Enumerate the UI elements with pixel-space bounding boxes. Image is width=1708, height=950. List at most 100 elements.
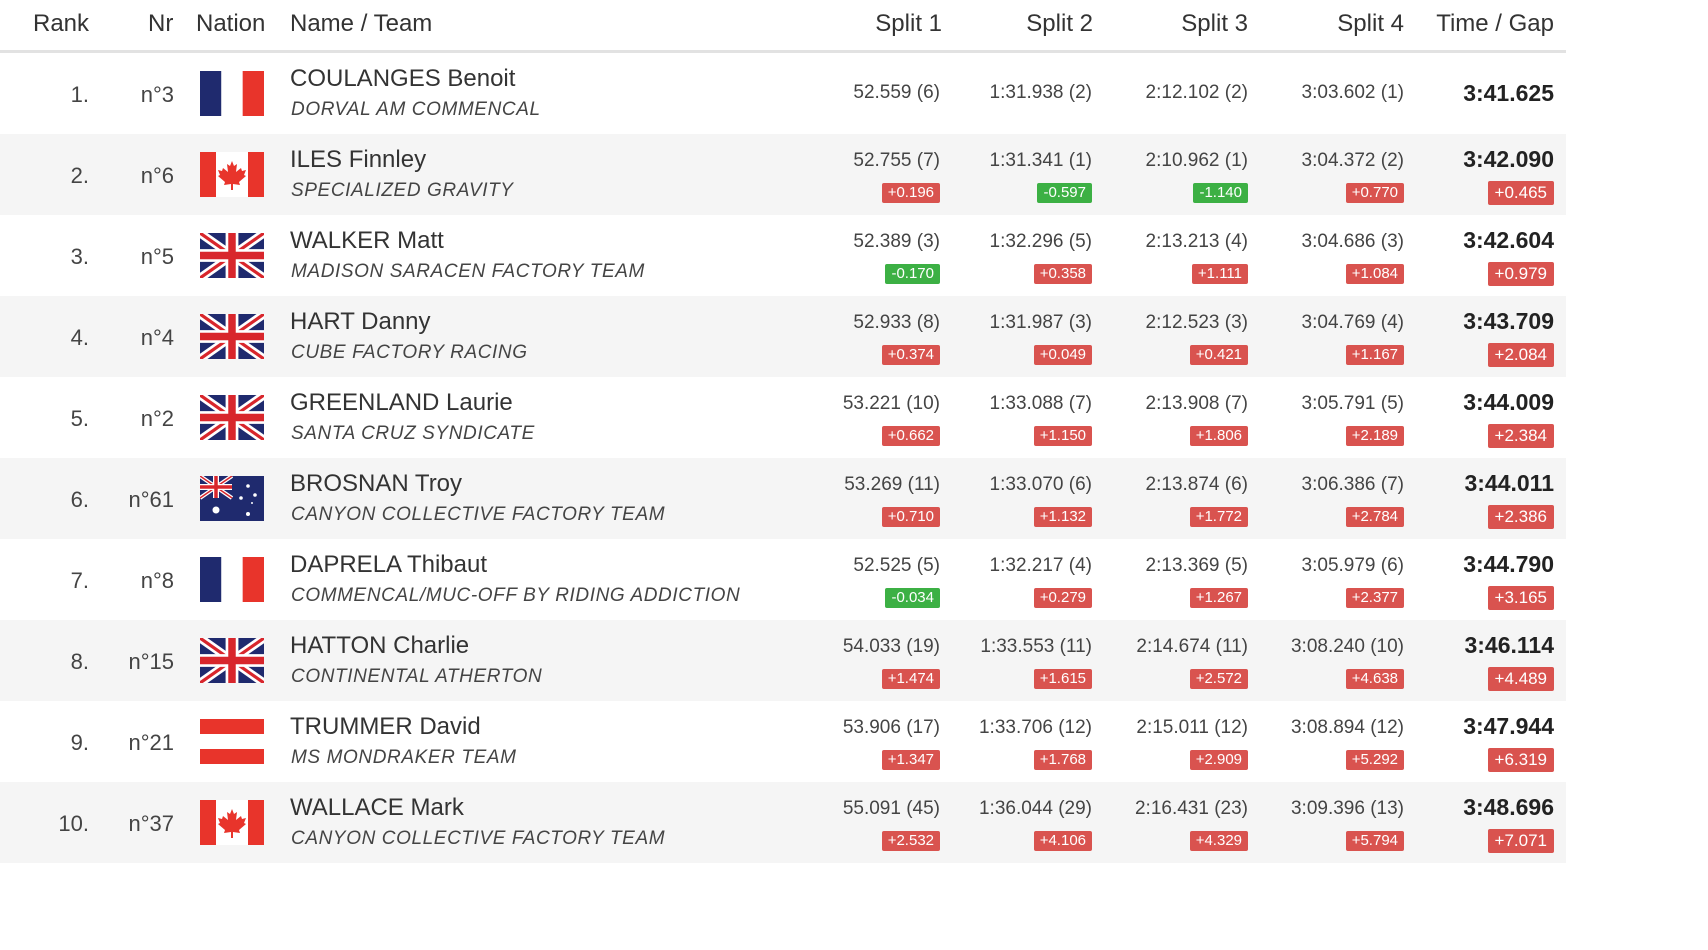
header-rank[interactable]: Rank — [33, 10, 90, 37]
split-1-time: 54.033 (19) — [842, 636, 940, 657]
bib-number: n°3 — [140, 82, 174, 107]
split-4-time: 3:08.894 (12) — [1290, 717, 1404, 738]
table-body: 1. n°3 COULANGES Benoit DORVAL AM COMMEN… — [0, 53, 1566, 863]
split-3-time: 2:16.431 (23) — [1134, 798, 1248, 819]
split-1-gap-badge: +1.474 — [881, 669, 940, 689]
team-name: DORVAL AM COMMENCAL — [291, 99, 541, 120]
total-time: 3:42.090 — [1463, 146, 1554, 172]
split-4-gap-badge: +2.377 — [1345, 588, 1404, 608]
team-name: COMMENCAL/MUC-OFF BY RIDING ADDICTION — [291, 585, 741, 606]
table-row[interactable]: 2. n°6 ILES Finnley SPECIALIZED GRAVITY … — [0, 134, 1566, 215]
split-4-gap-badge: +0.770 — [1345, 183, 1404, 203]
split-4-time: 3:04.372 (2) — [1301, 150, 1404, 171]
rider-name[interactable]: DAPRELA Thibaut — [290, 551, 488, 578]
rider-name[interactable]: GREENLAND Laurie — [290, 389, 513, 416]
table-row[interactable]: 6. n°61 BROSNAN Troy CANYON COLLECTIVE F… — [0, 458, 1566, 539]
total-gap-badge: +2.384 — [1487, 424, 1554, 448]
split-1-time: 52.389 (3) — [853, 231, 940, 252]
split-2-time: 1:31.341 (1) — [989, 150, 1092, 171]
rider-name[interactable]: BROSNAN Troy — [290, 470, 463, 497]
split-3-gap-badge: +1.772 — [1189, 507, 1248, 527]
split-2-time: 1:33.706 (12) — [978, 717, 1092, 738]
split-4-gap-badge: +2.189 — [1345, 426, 1404, 446]
split-4-gap-badge: +4.638 — [1345, 669, 1404, 689]
total-time: 3:46.114 — [1464, 632, 1554, 658]
table-row[interactable]: 3. n°5 WALKER Matt MADISON SARACEN FACTO… — [0, 215, 1566, 296]
total-gap-badge: +2.084 — [1487, 343, 1554, 367]
rider-name[interactable]: TRUMMER David — [290, 713, 481, 740]
split-1-gap-badge: +2.532 — [881, 831, 940, 851]
split-1-gap-badge: +0.196 — [881, 183, 940, 203]
split-3-gap-badge: +0.421 — [1189, 345, 1248, 365]
split-1-time: 53.906 (17) — [842, 717, 940, 738]
total-time: 3:41.625 — [1463, 80, 1554, 106]
header-split-1[interactable]: Split 1 — [875, 10, 942, 37]
rider-name[interactable]: ILES Finnley — [290, 146, 427, 173]
split-4-time: 3:05.979 (6) — [1301, 555, 1404, 576]
total-time: 3:43.709 — [1463, 308, 1554, 334]
split-2-time: 1:33.553 (11) — [980, 636, 1092, 657]
split-1-time: 55.091 (45) — [842, 798, 940, 819]
header-nation[interactable]: Nation — [196, 10, 266, 37]
table-row[interactable]: 8. n°15 HATTON Charlie CONTINENTAL ATHER… — [0, 620, 1566, 701]
rider-name[interactable]: HATTON Charlie — [290, 632, 470, 659]
table-row[interactable]: 1. n°3 COULANGES Benoit DORVAL AM COMMEN… — [0, 53, 1566, 134]
total-gap-badge: +0.465 — [1487, 181, 1554, 205]
split-4-time: 3:05.791 (5) — [1301, 393, 1404, 414]
split-4-time: 3:04.769 (4) — [1301, 312, 1404, 333]
split-4-gap-badge: +1.167 — [1345, 345, 1404, 365]
results-table: Rank Nr Nation Name / Team Split 1 Split… — [0, 10, 1566, 863]
split-3-gap-badge: +1.111 — [1191, 264, 1248, 284]
split-4-gap-badge: +5.292 — [1345, 750, 1404, 770]
bib-number: n°61 — [128, 487, 174, 512]
bib-number: n°21 — [128, 730, 174, 755]
bib-number: n°37 — [128, 811, 174, 836]
total-time: 3:44.009 — [1463, 389, 1554, 415]
total-gap-badge: +7.071 — [1487, 829, 1554, 853]
split-4-time: 3:03.602 (1) — [1301, 82, 1404, 103]
team-name: CONTINENTAL ATHERTON — [291, 666, 543, 687]
split-1-gap-badge: +0.662 — [881, 426, 940, 446]
flag-gbr-icon — [200, 314, 264, 359]
header-name-team[interactable]: Name / Team — [290, 10, 433, 37]
flag-gbr-icon — [200, 233, 264, 278]
team-name: MS MONDRAKER TEAM — [291, 747, 517, 768]
total-gap-badge: +0.979 — [1487, 262, 1554, 286]
split-1-gap-badge: +1.347 — [881, 750, 940, 770]
header-time-gap[interactable]: Time / Gap — [1436, 10, 1554, 37]
header-nr[interactable]: Nr — [148, 10, 174, 37]
table-row[interactable]: 7. n°8 DAPRELA Thibaut COMMENCAL/MUC-OFF… — [0, 539, 1566, 620]
flag-gbr-icon — [200, 395, 264, 440]
total-gap-badge: +3.165 — [1487, 586, 1554, 610]
split-2-time: 1:31.938 (2) — [989, 82, 1092, 103]
flag-aut-icon — [200, 719, 264, 764]
rider-name[interactable]: WALKER Matt — [290, 227, 444, 254]
table-row[interactable]: 10. n°37 WALLACE Mark CANYON COLLECTIVE … — [0, 782, 1566, 863]
bib-number: n°6 — [140, 163, 174, 188]
team-name: CANYON COLLECTIVE FACTORY TEAM — [291, 504, 666, 525]
split-2-gap-badge: +1.615 — [1033, 669, 1092, 689]
header-split-4[interactable]: Split 4 — [1337, 10, 1404, 37]
table-row[interactable]: 9. n°21 TRUMMER David MS MONDRAKER TEAM … — [0, 701, 1566, 782]
rank-cell: 9. — [70, 730, 89, 755]
split-3-gap-badge: +1.806 — [1189, 426, 1248, 446]
split-3-gap-badge: +4.329 — [1189, 831, 1248, 851]
rider-name[interactable]: WALLACE Mark — [290, 794, 464, 821]
split-2-time: 1:31.987 (3) — [989, 312, 1092, 333]
bib-number: n°15 — [128, 649, 174, 674]
total-time: 3:44.790 — [1463, 551, 1554, 577]
total-time: 3:44.011 — [1464, 470, 1554, 496]
rider-name[interactable]: COULANGES Benoit — [290, 65, 516, 92]
team-name: MADISON SARACEN FACTORY TEAM — [291, 261, 645, 282]
table-row[interactable]: 5. n°2 GREENLAND Laurie SANTA CRUZ SYNDI… — [0, 377, 1566, 458]
split-2-gap-badge: +4.106 — [1033, 831, 1092, 851]
split-2-gap-badge: +1.132 — [1033, 507, 1092, 527]
team-name: CANYON COLLECTIVE FACTORY TEAM — [291, 828, 666, 849]
rider-name[interactable]: HART Danny — [290, 308, 431, 335]
header-split-3[interactable]: Split 3 — [1181, 10, 1248, 37]
split-1-time: 52.559 (6) — [853, 82, 940, 103]
table-row[interactable]: 4. n°4 HART Danny CUBE FACTORY RACING 52… — [0, 296, 1566, 377]
total-time: 3:42.604 — [1463, 227, 1554, 253]
header-split-2[interactable]: Split 2 — [1026, 10, 1093, 37]
split-3-time: 2:13.908 (7) — [1145, 393, 1248, 414]
